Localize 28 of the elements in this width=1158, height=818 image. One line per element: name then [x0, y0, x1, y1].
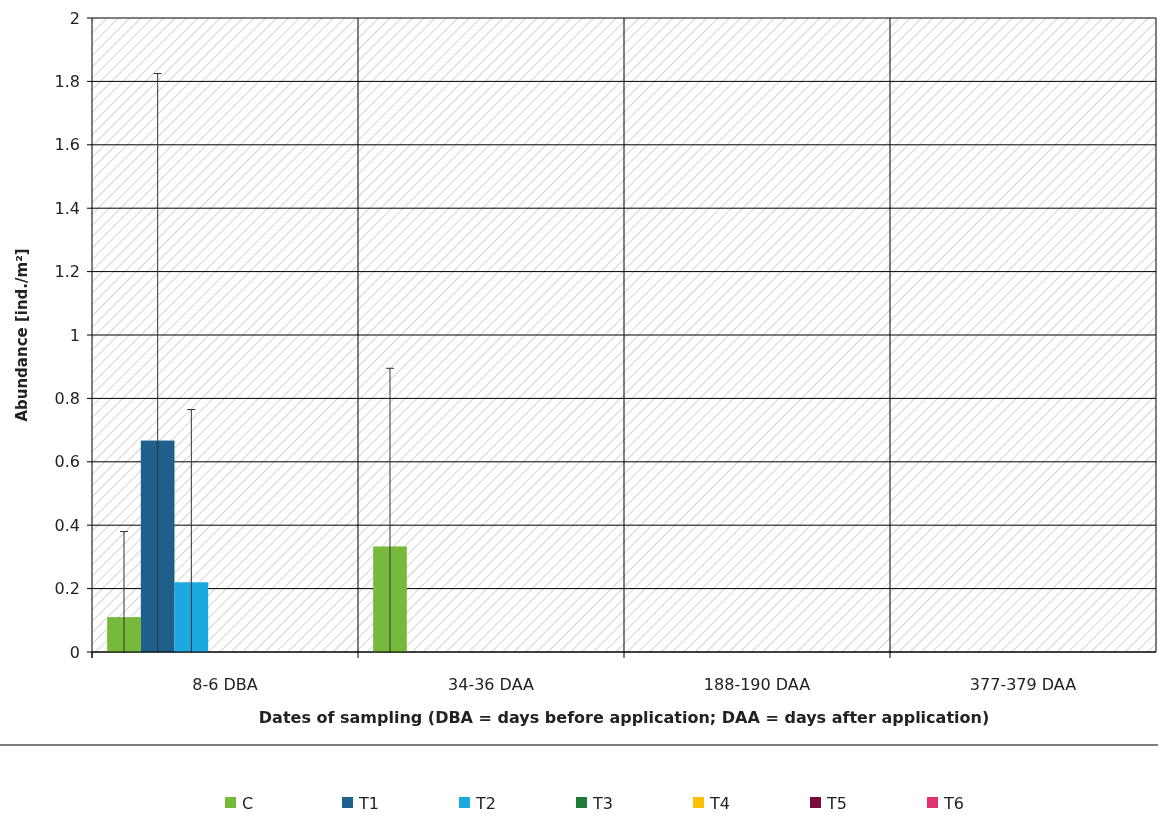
- legend-label: C: [242, 793, 254, 813]
- bar: [373, 546, 407, 652]
- legend-label: T3: [592, 793, 613, 813]
- legend-label: T2: [475, 793, 496, 813]
- x-tick-label: 188-190 DAA: [703, 675, 811, 694]
- y-tick-label: 0.6: [54, 452, 80, 472]
- y-tick-label: 0: [69, 642, 80, 662]
- y-tick-label: 0.4: [54, 515, 80, 535]
- legend-label: T1: [358, 793, 379, 813]
- y-tick-label: 1.8: [54, 72, 80, 91]
- x-tick-label: 377-379 DAA: [969, 675, 1077, 694]
- y-tick-label: 0.2: [54, 579, 80, 599]
- legend-label: T4: [709, 793, 730, 813]
- bar: [107, 617, 141, 652]
- y-axis-title: Abundance [ind./m²]: [13, 248, 31, 422]
- x-tick-label: 34-36 DAA: [448, 675, 535, 694]
- legend-label: T5: [826, 793, 847, 813]
- y-tick-label: 1.6: [54, 135, 80, 155]
- y-tick-label: 0.8: [54, 389, 80, 408]
- y-tick-label: 2: [69, 8, 80, 28]
- y-tick-label: 1.4: [54, 198, 80, 218]
- x-axis-title: Dates of sampling (DBA = days before application; DAA = days after application): [258, 708, 990, 727]
- x-tick-label: 8-6 DBA: [192, 675, 258, 694]
- bar: [174, 582, 209, 652]
- y-tick-label: 1: [69, 325, 80, 345]
- legend-label: T6: [943, 793, 964, 813]
- y-tick-label: 1.2: [54, 262, 80, 282]
- bar: [140, 440, 175, 652]
